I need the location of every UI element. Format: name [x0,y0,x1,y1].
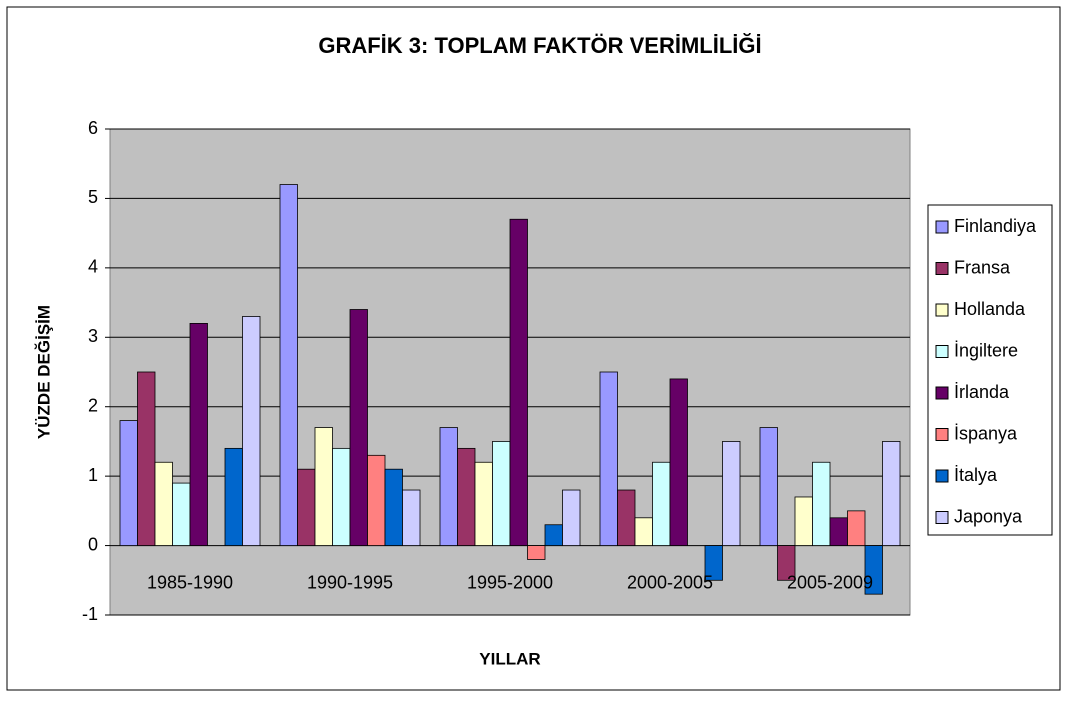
bar [279,184,298,546]
bar [154,461,173,546]
bar [847,510,866,546]
legend-label: Fransa [954,257,1011,277]
bar [332,447,351,546]
legend-swatch [935,428,949,441]
legend-label: İngiltere [954,340,1018,360]
bar [652,461,671,546]
bar [882,441,901,546]
legend-swatch [935,345,949,358]
bar [634,517,653,546]
y-tick-label: 2 [88,395,98,415]
y-axis-label: YÜZDE DEĞİŞİM [34,305,53,439]
legend-label: Japonya [954,506,1023,526]
chart-title: GRAFİK 3: TOPLAM FAKTÖR VERİMLİLİĞİ [318,33,761,58]
bar [242,316,261,546]
bar [794,496,813,546]
y-tick-label: 5 [88,187,98,207]
bar [402,489,421,546]
bar [599,371,618,546]
legend-box [927,204,1053,536]
legend-label: Hollanda [954,299,1026,319]
legend-label: İtalya [954,465,998,485]
bar [137,371,156,546]
bar [474,461,493,546]
legend-swatch [935,511,949,524]
legend-swatch [935,262,949,275]
y-tick-label: 3 [88,326,98,346]
bar [314,427,333,546]
bar [384,468,403,546]
x-tick-label: 1995-2000 [467,572,553,592]
bar [864,545,883,595]
bar [297,468,316,546]
x-tick-label: 2005-2009 [787,572,873,592]
legend-swatch [935,303,949,317]
bar [669,378,688,546]
x-tick-label: 2000-2005 [627,572,713,592]
bar [617,489,636,546]
y-tick-label: 0 [88,534,98,554]
bar [492,441,511,546]
y-tick-label: 6 [88,118,98,138]
bar [189,322,208,546]
bar [172,482,191,546]
bar [527,545,546,560]
bar [722,441,741,546]
x-tick-label: 1990-1995 [307,572,393,592]
bar [439,427,458,546]
legend-swatch [935,386,949,400]
bar [544,524,563,546]
bar [509,218,528,546]
x-tick-label: 1985-1990 [147,572,233,592]
bar [119,420,138,546]
bar [349,309,368,546]
bar [812,461,831,546]
x-axis-label: YILLAR [479,649,540,668]
y-tick-label: -1 [82,604,98,624]
legend-swatch [935,220,949,234]
legend-label: İrlanda [954,382,1010,402]
y-tick-label: 1 [88,465,98,485]
bar [777,545,796,581]
bar [829,517,848,546]
legend-label: İspanya [954,423,1018,443]
bar [704,545,723,581]
legend-label: Finlandiya [954,216,1037,236]
bar [562,489,581,546]
legend-swatch [935,469,949,483]
bar [367,454,386,546]
bar [457,447,476,546]
y-tick-label: 4 [88,257,98,277]
bar [224,447,243,546]
bar [759,427,778,546]
